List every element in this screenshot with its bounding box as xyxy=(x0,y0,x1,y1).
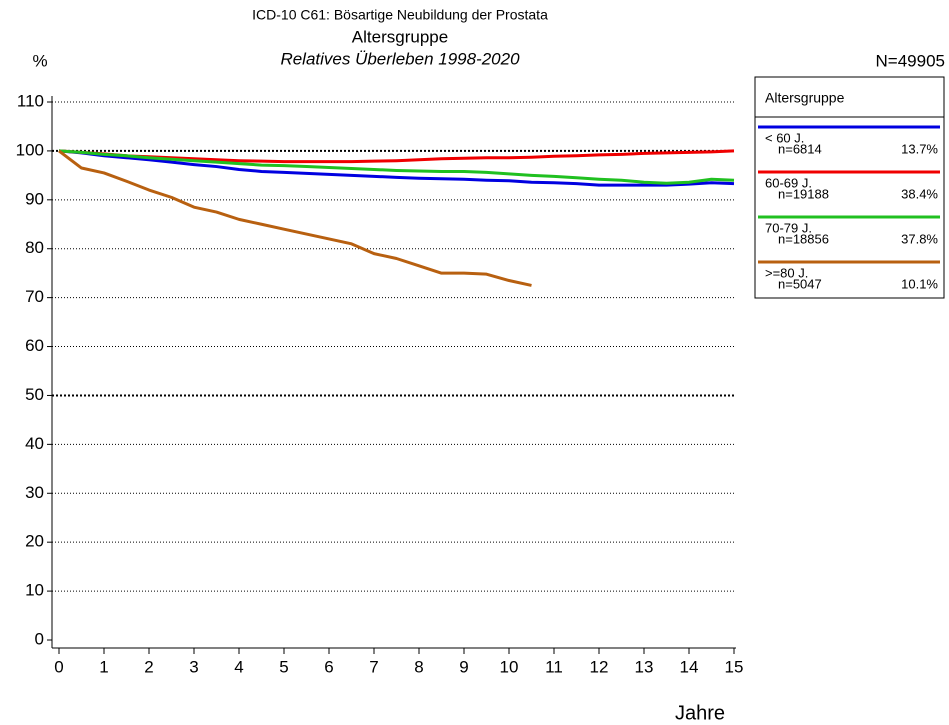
series-line xyxy=(58,149,735,185)
legend-count: n=19188 xyxy=(778,186,829,201)
y-tick-label: 70 xyxy=(25,287,44,306)
legend-share: 13.7% xyxy=(901,141,938,156)
x-tick-label: 0 xyxy=(54,657,63,676)
x-tick-label: 12 xyxy=(590,657,609,676)
y-tick-label: 10 xyxy=(25,581,44,600)
x-tick-label: 2 xyxy=(144,657,153,676)
y-axis-label: % xyxy=(32,51,47,70)
x-tick-label: 3 xyxy=(189,657,198,676)
legend-label: 70-79 J. xyxy=(765,220,812,235)
y-tick-label: 20 xyxy=(25,532,44,551)
chart-title: ICD-10 C61: Bösartige Neubildung der Pro… xyxy=(252,7,548,23)
x-tick-label: 7 xyxy=(369,657,378,676)
y-tick-label: 0 xyxy=(35,629,44,648)
chart-subtitle: Relatives Überleben 1998-2020 xyxy=(280,49,520,68)
annotation: N=49905 xyxy=(876,51,945,70)
x-tick-label: 15 xyxy=(725,657,744,676)
x-tick-label: 9 xyxy=(459,657,468,676)
y-tick-label: 110 xyxy=(17,91,44,110)
x-tick-label: 11 xyxy=(545,657,563,676)
y-tick-label: 30 xyxy=(25,483,44,502)
x-tick-label: 6 xyxy=(324,657,333,676)
x-tick-label: 8 xyxy=(414,657,423,676)
legend-share: 10.1% xyxy=(901,276,938,291)
legend-count: n=6814 xyxy=(778,141,822,156)
chart-subtitle: Altersgruppe xyxy=(352,27,448,46)
series-line xyxy=(58,149,532,287)
x-tick-label: 4 xyxy=(234,657,243,676)
y-tick-label: 60 xyxy=(25,336,44,355)
legend-label: >=80 J. xyxy=(765,265,808,280)
y-tick-label: 40 xyxy=(25,434,44,453)
legend-box xyxy=(754,76,945,299)
legend-count: n=5047 xyxy=(778,276,822,291)
legend-label: < 60 J. xyxy=(765,130,804,145)
y-tick-label: 80 xyxy=(25,238,44,257)
legend-share: 38.4% xyxy=(901,186,938,201)
y-tick-label: 100 xyxy=(16,140,44,159)
y-tick-label: 90 xyxy=(25,189,44,208)
legend-share: 37.8% xyxy=(901,231,938,246)
x-tick-label: 1 xyxy=(99,657,108,676)
x-tick-label: 14 xyxy=(680,657,699,676)
series-line xyxy=(58,149,735,187)
legend-title: Altersgruppe xyxy=(765,90,845,106)
y-tick-label: 50 xyxy=(25,385,44,404)
x-tick-label: 5 xyxy=(279,657,288,676)
x-axis-label: Jahre xyxy=(675,702,725,724)
x-tick-label: 10 xyxy=(500,657,519,676)
x-tick-label: 13 xyxy=(635,657,654,676)
legend-count: n=18856 xyxy=(778,231,829,246)
legend-label: 60-69 J. xyxy=(765,175,812,190)
